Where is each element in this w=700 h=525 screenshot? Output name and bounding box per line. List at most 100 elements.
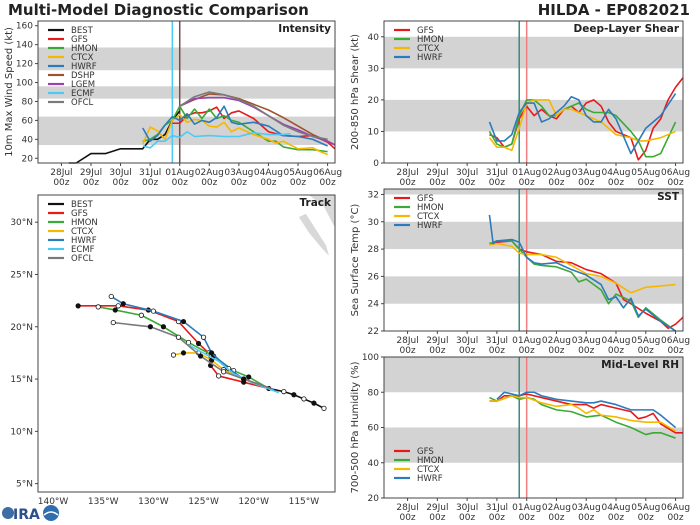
x-tick-label: 30Jul	[456, 336, 478, 346]
legend-label: BEST	[71, 200, 94, 210]
series-line-hwrf	[496, 391, 677, 429]
series-line-ctcx	[489, 394, 676, 432]
y-tick-label: 30°N	[10, 218, 33, 228]
y-tick-label: 120	[16, 60, 33, 70]
y-tick-label: 10	[368, 127, 380, 137]
legend-label: DSHP	[71, 71, 94, 81]
x-tick-label-hour: 00z	[53, 178, 69, 188]
y-tick-label: 28	[368, 245, 380, 255]
track-point-ofcl	[221, 369, 227, 375]
x-tick-label-hour: 00z	[142, 178, 158, 188]
x-tick-label-hour: 00z	[548, 346, 564, 356]
track-point-best	[321, 405, 327, 411]
x-tick-label: 02Aug	[542, 503, 571, 513]
track-point-best	[301, 396, 307, 402]
x-tick-label: 03Aug	[572, 336, 601, 346]
y-tick-label: 5°N	[16, 480, 33, 490]
panel-title: Mid-Level RH	[601, 359, 679, 371]
x-tick-label: 29Jul	[426, 168, 448, 178]
y-axis-label: Sea Surface Temp (°C)	[350, 204, 361, 317]
y-axis-label: 10m Max Wind Speed (kt)	[4, 27, 15, 157]
x-tick-label: 04Aug	[601, 336, 630, 346]
y-tick-label: 30	[368, 64, 380, 74]
legend-label: CTCX	[417, 212, 440, 222]
x-tick-label-hour: 00z	[429, 513, 445, 523]
x-tick-label-hour: 00z	[608, 178, 624, 188]
series-line-hwrf	[488, 93, 677, 155]
x-tick-label: 130°W	[138, 497, 169, 507]
legend-label: GFS	[417, 26, 434, 36]
threshold-band	[384, 357, 683, 393]
y-tick-label: 160	[16, 22, 33, 32]
y-tick-label: 100	[16, 79, 33, 89]
legend-label: GFS	[71, 209, 88, 219]
panel-rh: 2040608010028Jul00z29Jul00z30Jul00z31Jul…	[350, 353, 690, 523]
legend-label: ECMF	[71, 245, 95, 255]
storm-title: HILDA - EP082021	[538, 1, 690, 19]
x-tick-label-hour: 00z	[489, 346, 505, 356]
x-tick-label: 125°W	[188, 497, 219, 507]
x-tick-label-hour: 00z	[548, 513, 564, 523]
x-tick-label-hour: 00z	[667, 178, 683, 188]
x-tick-label-hour: 00z	[399, 178, 415, 188]
x-tick-label-hour: 00z	[231, 178, 247, 188]
y-tick-label: 26	[368, 272, 380, 282]
track-point-hwrf	[180, 318, 187, 325]
legend-label: HMON	[417, 203, 444, 213]
plot-frame	[37, 194, 336, 493]
track-point-hwrf	[150, 308, 156, 314]
x-tick-label: 135°W	[88, 497, 119, 507]
panel-shear: 01020304028Jul00z29Jul00z30Jul00z31Jul00…	[350, 20, 690, 188]
panel-track: 5°N 10°N 15°N 20°N 25°N 30°N 140°W 135°W 130°W 12…	[10, 194, 336, 507]
x-tick-label-hour: 00z	[638, 178, 654, 188]
x-tick-label-hour: 00z	[667, 346, 683, 356]
x-tick-label: 28Jul	[396, 168, 418, 178]
svg-text:IRA: IRA	[13, 507, 40, 523]
x-tick-label-hour: 00z	[429, 346, 445, 356]
legend-label: BEST	[71, 26, 94, 36]
x-tick-label: 05Aug	[631, 503, 660, 513]
x-tick-label-hour: 00z	[519, 346, 535, 356]
track-point-gfs	[195, 340, 202, 347]
x-tick-label: 31Jul	[139, 168, 161, 178]
x-tick-label: 04Aug	[254, 168, 283, 178]
y-tick-label: 80	[22, 97, 34, 107]
x-tick-label-hour: 00z	[608, 346, 624, 356]
y-tick-label: 100	[362, 353, 379, 363]
x-tick-label-hour: 00z	[459, 178, 475, 188]
x-tick-label: 03Aug	[572, 168, 601, 178]
y-tick-label: 140	[16, 41, 33, 51]
series-line-gfs	[78, 305, 269, 390]
main-title: Multi-Model Diagnostic Comparison	[8, 1, 309, 19]
threshold-band	[384, 276, 683, 304]
x-tick-label: 02Aug	[542, 336, 571, 346]
series-line-hmon	[489, 394, 676, 439]
x-tick-label: 04Aug	[601, 503, 630, 513]
track-point-hmon	[95, 304, 101, 310]
x-tick-label: 05Aug	[284, 168, 313, 178]
x-tick-label: 30Jul	[109, 168, 131, 178]
track-point-ofcl	[241, 376, 247, 382]
track-point-ctcx	[170, 352, 177, 358]
threshold-band	[384, 36, 683, 69]
y-tick-label: 20	[22, 154, 34, 164]
track-point-ofcl	[110, 319, 116, 326]
legend-label: HWRF	[71, 236, 97, 246]
x-tick-label-hour: 00z	[459, 513, 475, 523]
legend-label: HWRF	[71, 62, 97, 72]
x-tick-label: 04Aug	[601, 168, 630, 178]
x-tick-label: 06Aug	[313, 168, 342, 178]
x-tick-label-hour: 00z	[429, 178, 445, 188]
legend-label: HWRF	[417, 474, 443, 484]
plot-frame	[383, 20, 684, 164]
x-tick-label-hour: 00z	[83, 178, 99, 188]
series-line-ofcl	[179, 91, 328, 141]
legend-label: CTCX	[71, 227, 94, 237]
x-tick-label-hour: 00z	[399, 346, 415, 356]
legend-label: ECMF	[71, 89, 95, 99]
y-tick-label: 60	[22, 116, 34, 126]
legend-label: CTCX	[417, 465, 440, 475]
